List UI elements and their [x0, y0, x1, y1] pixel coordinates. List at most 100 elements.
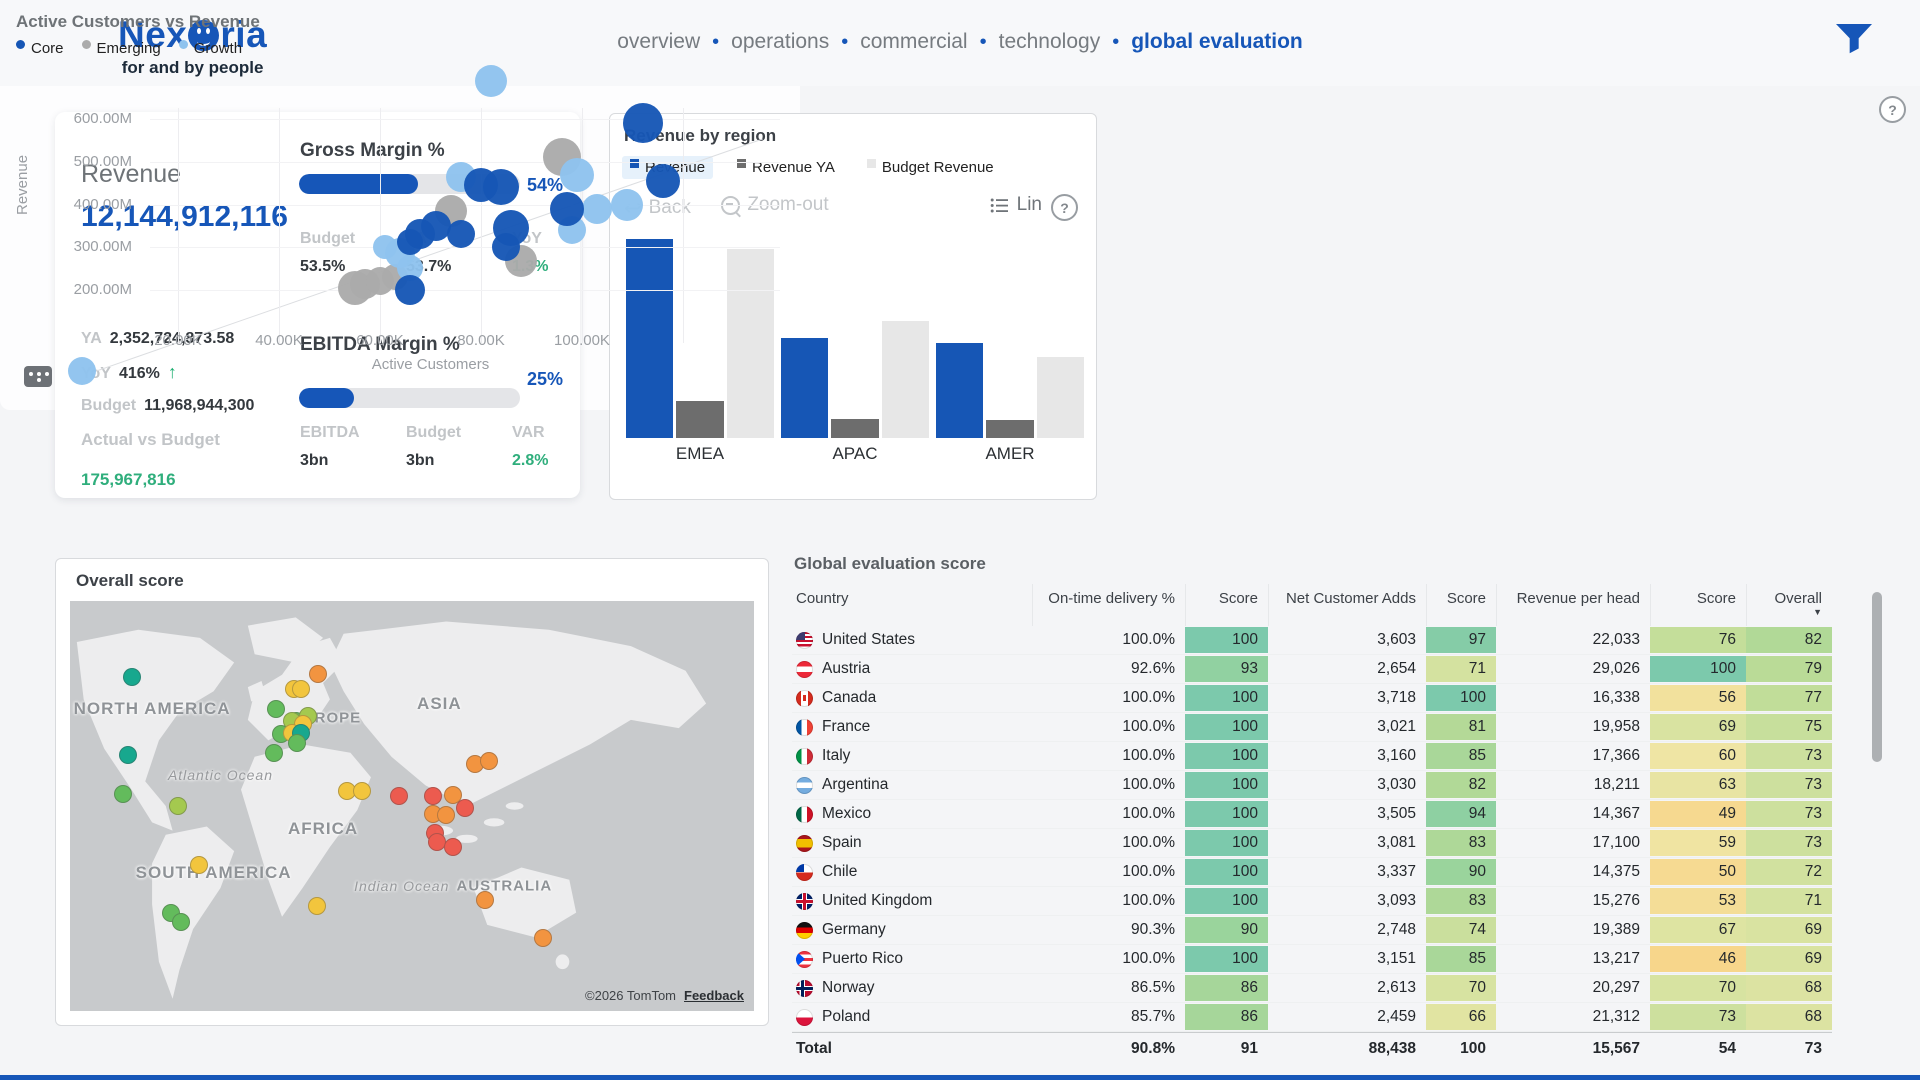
table-row-austria[interactable]: Austria 92.6% 93 2,654 71 29,026 100 79 [792, 655, 1832, 684]
revenue-score-cell: 50 [1650, 859, 1746, 885]
scatter-bubble-core[interactable] [549, 191, 584, 226]
list-icon [990, 198, 1008, 212]
scatter-bubble-growth[interactable] [475, 64, 508, 97]
nav-item-operations[interactable]: operations [731, 30, 830, 53]
vertical-scrollbar-thumb[interactable] [1872, 592, 1882, 762]
table-row-germany[interactable]: Germany 90.3% 90 2,748 74 19,389 67 69 [792, 916, 1832, 945]
bar-Budget-Revenue-EMEA[interactable] [726, 248, 774, 438]
table-row-poland[interactable]: Poland 85.7% 86 2,459 66 21,312 73 68 [792, 1003, 1832, 1032]
map-score-dot-green[interactable] [113, 784, 132, 803]
table-row-mexico[interactable]: Mexico 100.0% 100 3,505 94 14,367 49 73 [792, 800, 1832, 829]
scatter-bubble-core[interactable] [397, 229, 424, 256]
legend-label: Budget Revenue [881, 159, 994, 176]
map-score-dot-yellow[interactable] [307, 896, 326, 915]
table-header-overall[interactable]: Overall ▼ [1746, 584, 1832, 626]
map-score-dot-green[interactable] [171, 912, 190, 931]
scatter-legend-item-Core[interactable]: Core [16, 40, 64, 57]
world-map[interactable]: NORTH AMERICA SOUTH AMERICA EUROPE AFRICA AS… [70, 601, 754, 1011]
table-row-chile[interactable]: Chile 100.0% 100 3,337 90 14,375 50 72 [792, 858, 1832, 887]
map-score-dot-yellow[interactable] [292, 680, 311, 699]
adds-score-cell: 81 [1426, 714, 1496, 740]
map-score-dot-orange[interactable] [444, 785, 463, 804]
bar-Revenue-YA-AMER[interactable] [986, 420, 1034, 438]
scatter-bubble-growth[interactable] [611, 188, 644, 221]
delivery-score-cell: 86 [1185, 1004, 1268, 1030]
bar-Revenue-EMEA[interactable] [626, 239, 674, 438]
map-score-dot-red[interactable] [424, 786, 443, 805]
lasso-select-icon[interactable] [24, 366, 52, 387]
legend-item-Budget-Revenue[interactable]: Budget Revenue [859, 156, 1002, 179]
scatter-bubble-growth[interactable] [559, 157, 594, 192]
table-row-spain[interactable]: Spain 100.0% 100 3,081 83 17,100 59 73 [792, 829, 1832, 858]
bar-Revenue-AMER[interactable] [936, 343, 984, 438]
table-row-puerto-rico[interactable]: Puerto Rico 100.0% 100 3,151 85 13,217 46 69 [792, 945, 1832, 974]
bar-Budget-Revenue-APAC[interactable] [881, 320, 929, 438]
nav-item-commercial[interactable]: commercial [860, 30, 968, 53]
map-score-dot-green[interactable] [266, 700, 285, 719]
on-time-delivery-cell: 100.0% [1122, 892, 1175, 909]
scatter-bubble-core[interactable] [483, 168, 520, 205]
table-header-country[interactable]: Country [792, 584, 1032, 626]
map-feedback-link[interactable]: Feedback [684, 988, 744, 1003]
map-label-south-america: SOUTH AMERICA [135, 863, 292, 883]
nav-separator: • [712, 30, 720, 53]
nav-item-technology[interactable]: technology [998, 30, 1101, 53]
table-row-norway[interactable]: Norway 86.5% 86 2,613 70 20,297 70 68 [792, 974, 1832, 1003]
table-header-score[interactable]: Score [1426, 584, 1496, 626]
net-customer-adds-cell: 3,603 [1377, 631, 1416, 648]
map-score-dot-orange[interactable] [475, 890, 494, 909]
map-score-dot-red[interactable] [455, 799, 474, 818]
table-header-net-customer-adds[interactable]: Net Customer Adds [1268, 584, 1426, 626]
overall-score-cell: 75 [1746, 714, 1832, 740]
table-header-score[interactable]: Score [1185, 584, 1268, 626]
table-row-argentina[interactable]: Argentina 100.0% 100 3,030 82 18,211 63 73 [792, 771, 1832, 800]
bar-Revenue-APAC[interactable] [781, 337, 829, 438]
revenue-score-cell: 49 [1650, 801, 1746, 827]
map-score-dot-green[interactable] [264, 743, 283, 762]
table-header-on-time-delivery-%[interactable]: On-time delivery % [1032, 584, 1185, 626]
map-score-dot-red[interactable] [390, 786, 408, 805]
map-score-dot-green[interactable] [288, 734, 307, 753]
table-row-france[interactable]: France 100.0% 100 3,021 81 19,958 69 75 [792, 713, 1832, 742]
table-header-revenue-per-head[interactable]: Revenue per head [1496, 584, 1650, 626]
bar-Revenue-YA-APAC[interactable] [831, 419, 879, 438]
map-score-dot-yellow[interactable] [189, 856, 208, 875]
table-row-united-kingdom[interactable]: United Kingdom 100.0% 100 3,093 83 15,276 53 71 [792, 887, 1832, 916]
table-row-italy[interactable]: Italy 100.0% 100 3,160 85 17,366 60 73 [792, 742, 1832, 771]
map-score-dot-orange[interactable] [480, 752, 499, 771]
overall-score-cell: 82 [1746, 627, 1832, 653]
scatter-legend-item-Growth[interactable]: Growth [178, 40, 242, 57]
map-score-dot-red[interactable] [444, 837, 463, 856]
scatter-help-icon[interactable]: ? [1879, 96, 1906, 123]
legend-item-Revenue-YA[interactable]: Revenue YA [729, 156, 843, 179]
region-help-icon[interactable]: ? [1051, 194, 1078, 221]
country-cell: Argentina [792, 771, 1032, 799]
margin-col-label: Budget [300, 230, 356, 247]
scatter-bubble-growth[interactable] [373, 235, 398, 260]
scatter-bubble-core[interactable] [622, 103, 663, 144]
lin-toggle[interactable]: Lin [990, 194, 1042, 216]
nav-item-global-evaluation[interactable]: global evaluation [1131, 30, 1303, 53]
scatter-bubble-core[interactable] [395, 275, 426, 305]
scatter-bubble-core[interactable] [645, 163, 680, 198]
brand-smiley-o-icon [188, 19, 220, 51]
table-row-canada[interactable]: Canada 100.0% 100 3,718 100 16,338 56 77 [792, 684, 1832, 713]
scatter-bubble-core[interactable] [446, 220, 475, 249]
map-score-dot-orange[interactable] [308, 664, 327, 683]
scatter-bubble-growth[interactable] [582, 193, 613, 224]
table-header-score[interactable]: Score [1650, 584, 1746, 626]
scatter-legend-item-Emerging[interactable]: Emerging [81, 40, 161, 57]
map-score-dot-teal[interactable] [122, 667, 141, 686]
map-score-dot-orange[interactable] [533, 929, 552, 948]
bar-Budget-Revenue-AMER[interactable] [1036, 357, 1084, 438]
bar-Revenue-YA-EMEA[interactable] [676, 401, 724, 438]
scatter-bubble-core[interactable] [492, 233, 521, 262]
nav-item-overview[interactable]: overview [617, 30, 701, 53]
map-score-dot-ygreen[interactable] [169, 797, 188, 815]
map-score-dot-yellow[interactable] [353, 781, 372, 800]
country-name: Chile [822, 863, 858, 880]
map-score-dot-teal[interactable] [119, 745, 138, 764]
scatter-bubble-growth[interactable] [68, 357, 97, 386]
map-score-dot-orange[interactable] [436, 806, 455, 825]
table-row-united-states[interactable]: United States 100.0% 100 3,603 97 22,033 76 82 [792, 626, 1832, 655]
